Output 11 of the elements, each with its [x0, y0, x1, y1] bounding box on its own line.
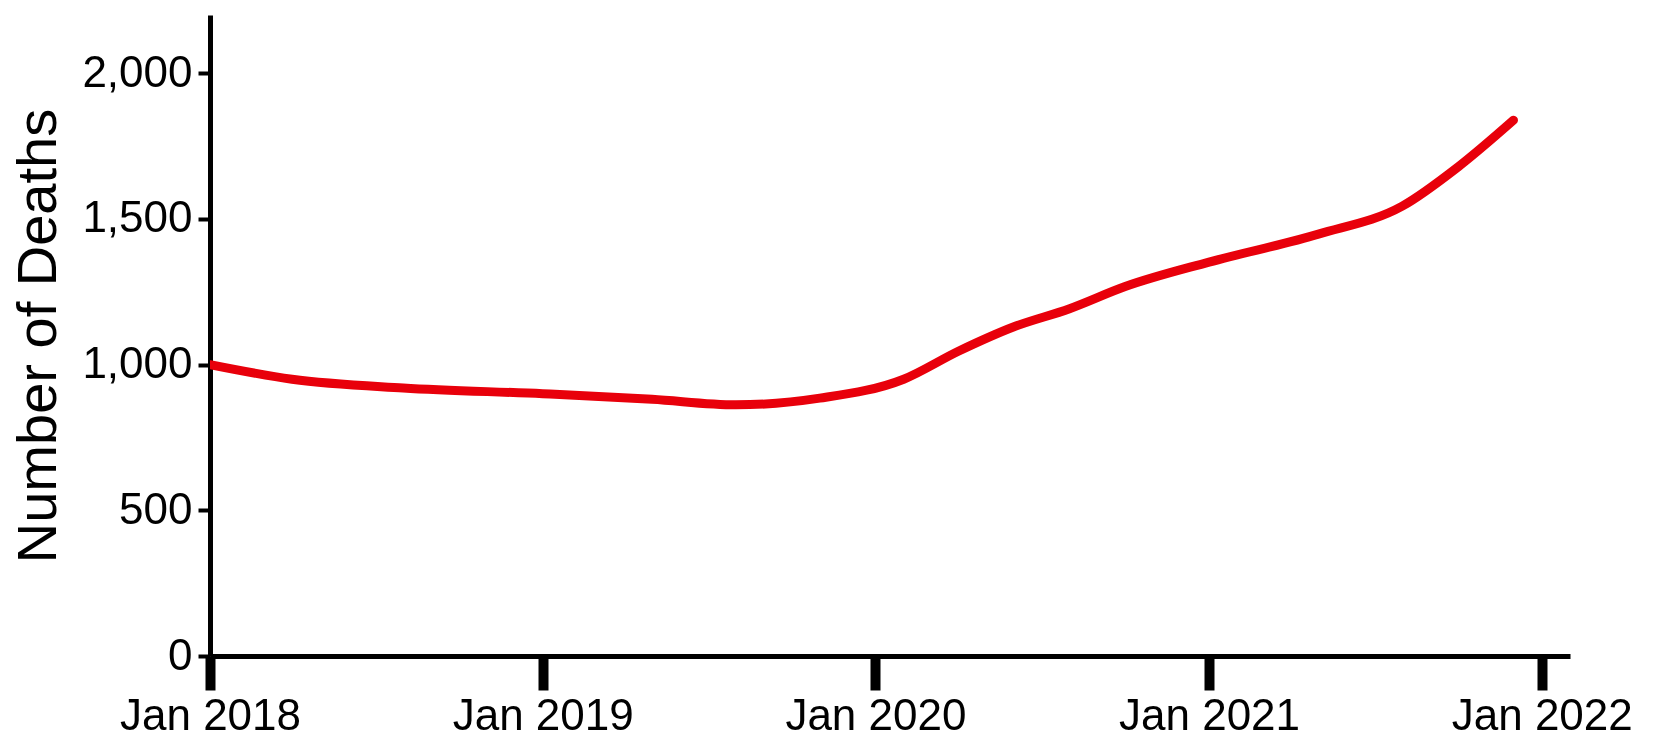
y-tick-label: 2,000: [82, 46, 193, 96]
y-axis-title: Number of Deaths: [5, 108, 69, 564]
y-tick-label: 1,000: [82, 338, 193, 388]
x-tick-label: Jan 2022: [1451, 689, 1633, 739]
y-tick-label: 500: [119, 483, 193, 533]
x-tick-label: Jan 2018: [119, 689, 302, 739]
x-tick-label: Jan 2020: [785, 689, 967, 739]
x-tick-label: Jan 2019: [452, 689, 634, 739]
x-tick-label: Jan 2021: [1119, 689, 1301, 739]
y-tick-label: 0: [168, 629, 193, 679]
y-tick-label: 1,500: [82, 192, 193, 242]
